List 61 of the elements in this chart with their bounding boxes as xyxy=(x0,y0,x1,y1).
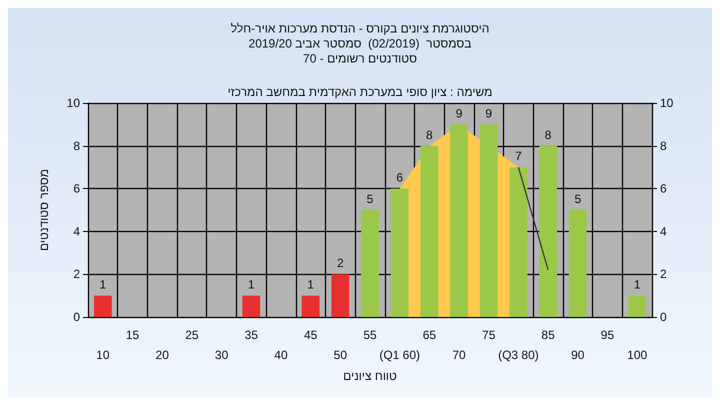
y-tick-label: 6 xyxy=(73,182,80,196)
x-tick-label: 55 xyxy=(363,328,377,342)
x-tick-label: 25 xyxy=(185,328,199,342)
chart-title: היסטוגרמת ציונים בקורס - הנדסת מערכות אויר-חלל בסמסטר (02/2019) סמסטר אביב 2019/20 סטודנטים רשומים - 70 xyxy=(230,22,490,66)
data-label: 1 xyxy=(100,278,106,292)
x-tick-label: 40 xyxy=(274,348,288,362)
data-label: 1 xyxy=(307,278,314,292)
x-tick-label: 100 xyxy=(627,348,648,362)
x-tick-label: 30 xyxy=(214,348,229,362)
data-label: 2 xyxy=(336,256,344,270)
x-axis-title: טווח ציונים xyxy=(343,368,398,383)
x-tick-label: 75 xyxy=(482,328,496,342)
bar xyxy=(361,210,379,317)
data-label: 9 xyxy=(456,106,463,120)
y-axis-title: מספר סטודנטים xyxy=(37,168,51,252)
data-label: 5 xyxy=(366,192,374,206)
data-label: 7 xyxy=(515,149,522,164)
bar xyxy=(420,146,438,317)
y-tick-label: 2 xyxy=(73,267,80,282)
bar xyxy=(302,296,320,317)
y2-tick-label: 8 xyxy=(660,138,667,153)
y-tick-label: 4 xyxy=(73,224,80,238)
x-tick-label: 70 xyxy=(452,348,466,362)
data-label: 6 xyxy=(396,170,404,185)
y-tick-label: 10 xyxy=(66,96,80,110)
y2-tick-label: 6 xyxy=(660,182,667,196)
bar xyxy=(242,296,260,317)
data-label: 5 xyxy=(574,192,582,206)
x-tick-label: 15 xyxy=(126,328,140,342)
y2-tick-label: 2 xyxy=(660,267,667,282)
y-tick-label: 0 xyxy=(73,310,80,324)
bar xyxy=(94,296,112,317)
data-label: 8 xyxy=(544,128,552,142)
x-tick-label: 95 xyxy=(600,328,614,342)
text: משימה : ציון סופי במערכת האקדמית במחשב המרכזי xyxy=(228,85,492,99)
x-tick-label: 35 xyxy=(244,328,258,342)
y2-tick-label: 10 xyxy=(660,96,674,110)
bar xyxy=(539,146,558,317)
y2-tick-label: 4 xyxy=(660,224,667,238)
x-tick-label: 50 xyxy=(334,348,348,362)
data-label: 8 xyxy=(426,128,434,142)
bar xyxy=(331,274,350,317)
x-tick-label: 45 xyxy=(304,328,318,342)
x-tick-label: 65 xyxy=(422,328,436,342)
bar xyxy=(510,167,528,317)
data-label: 9 xyxy=(485,106,492,120)
x-tick-label: 20 xyxy=(156,348,170,362)
bar xyxy=(568,210,587,317)
x-tick-label: 85 xyxy=(541,328,556,342)
bar xyxy=(390,188,409,317)
data-label: 1 xyxy=(634,278,641,292)
bar xyxy=(450,124,468,317)
x-tick-label: 90 xyxy=(571,348,585,362)
bar xyxy=(480,124,498,317)
y-tick-label: 8 xyxy=(73,138,80,153)
bar xyxy=(628,296,646,317)
x-tick-label: 10 xyxy=(96,348,110,362)
x-tick-label: (Q1 60) xyxy=(379,348,420,362)
x-tick-label: (Q3 80) xyxy=(498,348,539,362)
y2-tick-label: 0 xyxy=(660,310,667,324)
data-label: 1 xyxy=(248,278,255,292)
